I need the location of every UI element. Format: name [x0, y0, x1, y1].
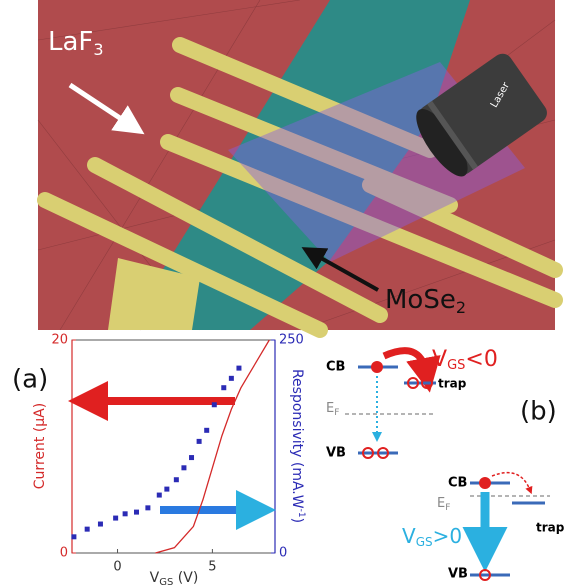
band-diagram: CB VGS<0 trap EF VB CB EF trap VGS>0 VB — [326, 347, 565, 582]
label-text: V — [150, 570, 160, 585]
fermi-label: EF — [437, 496, 450, 513]
label-subscript: F — [445, 503, 450, 513]
y2-axis-label: Responsivity (mA.W-1) — [289, 369, 307, 523]
label-subscript: 3 — [93, 40, 103, 59]
responsivity-point — [197, 439, 202, 444]
label-text: LaF — [48, 27, 93, 57]
panel-label: (b) — [520, 397, 557, 427]
band-label: CB — [448, 476, 467, 491]
label-text: E — [437, 496, 445, 511]
panel-label: (a) — [12, 365, 48, 395]
responsivity-point — [85, 527, 90, 532]
responsivity-point — [98, 522, 103, 527]
label-text: >0 — [433, 524, 462, 548]
band-label: VB — [326, 446, 346, 461]
figure: LaF3 Laser MoSe2 (a) (b) VGS (V) Current… — [0, 0, 570, 585]
responsivity-point — [229, 376, 234, 381]
responsivity-point — [71, 534, 76, 539]
responsivity-point — [181, 465, 186, 470]
label-text: V — [402, 524, 416, 548]
label-subscript: GS — [416, 535, 433, 549]
chart: VGS (V) Current (µA) Responsivity (mA.W-… — [32, 333, 307, 585]
label-text: E — [326, 401, 334, 416]
y-tick-label: 0 — [60, 546, 68, 561]
responsivity-point — [204, 428, 209, 433]
label-subscript: GS — [447, 358, 465, 373]
x-tick-label: 5 — [208, 560, 216, 575]
label-text: V — [432, 347, 447, 372]
responsivity-point — [145, 505, 150, 510]
label-text: (V) — [173, 570, 198, 585]
trap-label: trap — [438, 377, 467, 391]
responsivity-point — [221, 385, 226, 390]
band-label: VB — [448, 567, 468, 582]
label-superscript: -1 — [297, 509, 307, 518]
label-text: Responsivity (mA.W — [289, 369, 305, 509]
y2-tick-label: 250 — [279, 333, 304, 348]
responsivity-point — [113, 516, 118, 521]
responsivity-point — [212, 402, 217, 407]
y-axis-label: Current (µA) — [32, 403, 48, 489]
photo: LaF3 Laser MoSe2 — [38, 0, 555, 330]
label-subscript: F — [334, 408, 339, 418]
responsivity-point — [174, 477, 179, 482]
fermi-label: EF — [326, 401, 339, 418]
x-tick-label: 0 — [113, 560, 121, 575]
label-text: MoSe — [385, 285, 456, 315]
responsivity-point — [157, 493, 162, 498]
trap-label: trap — [536, 521, 565, 535]
bias-label: VGS<0 — [432, 347, 498, 373]
responsivity-point — [134, 510, 139, 515]
label-subscript: GS — [159, 577, 173, 585]
responsivity-point — [123, 511, 128, 516]
bias-label: VGS>0 — [402, 524, 462, 549]
photo-label: MoSe2 — [385, 285, 466, 317]
responsivity-point — [236, 366, 241, 371]
y-tick-label: 20 — [51, 333, 68, 348]
y2-tick-label: 0 — [279, 546, 287, 561]
label-subscript: 2 — [456, 298, 466, 317]
label-text: ) — [289, 518, 305, 523]
responsivity-point — [164, 487, 169, 492]
responsivity-point — [189, 455, 194, 460]
label-text: <0 — [465, 347, 497, 372]
current-line — [155, 340, 269, 553]
band-label: CB — [326, 360, 345, 375]
x-axis-label: VGS (V) — [150, 570, 199, 585]
